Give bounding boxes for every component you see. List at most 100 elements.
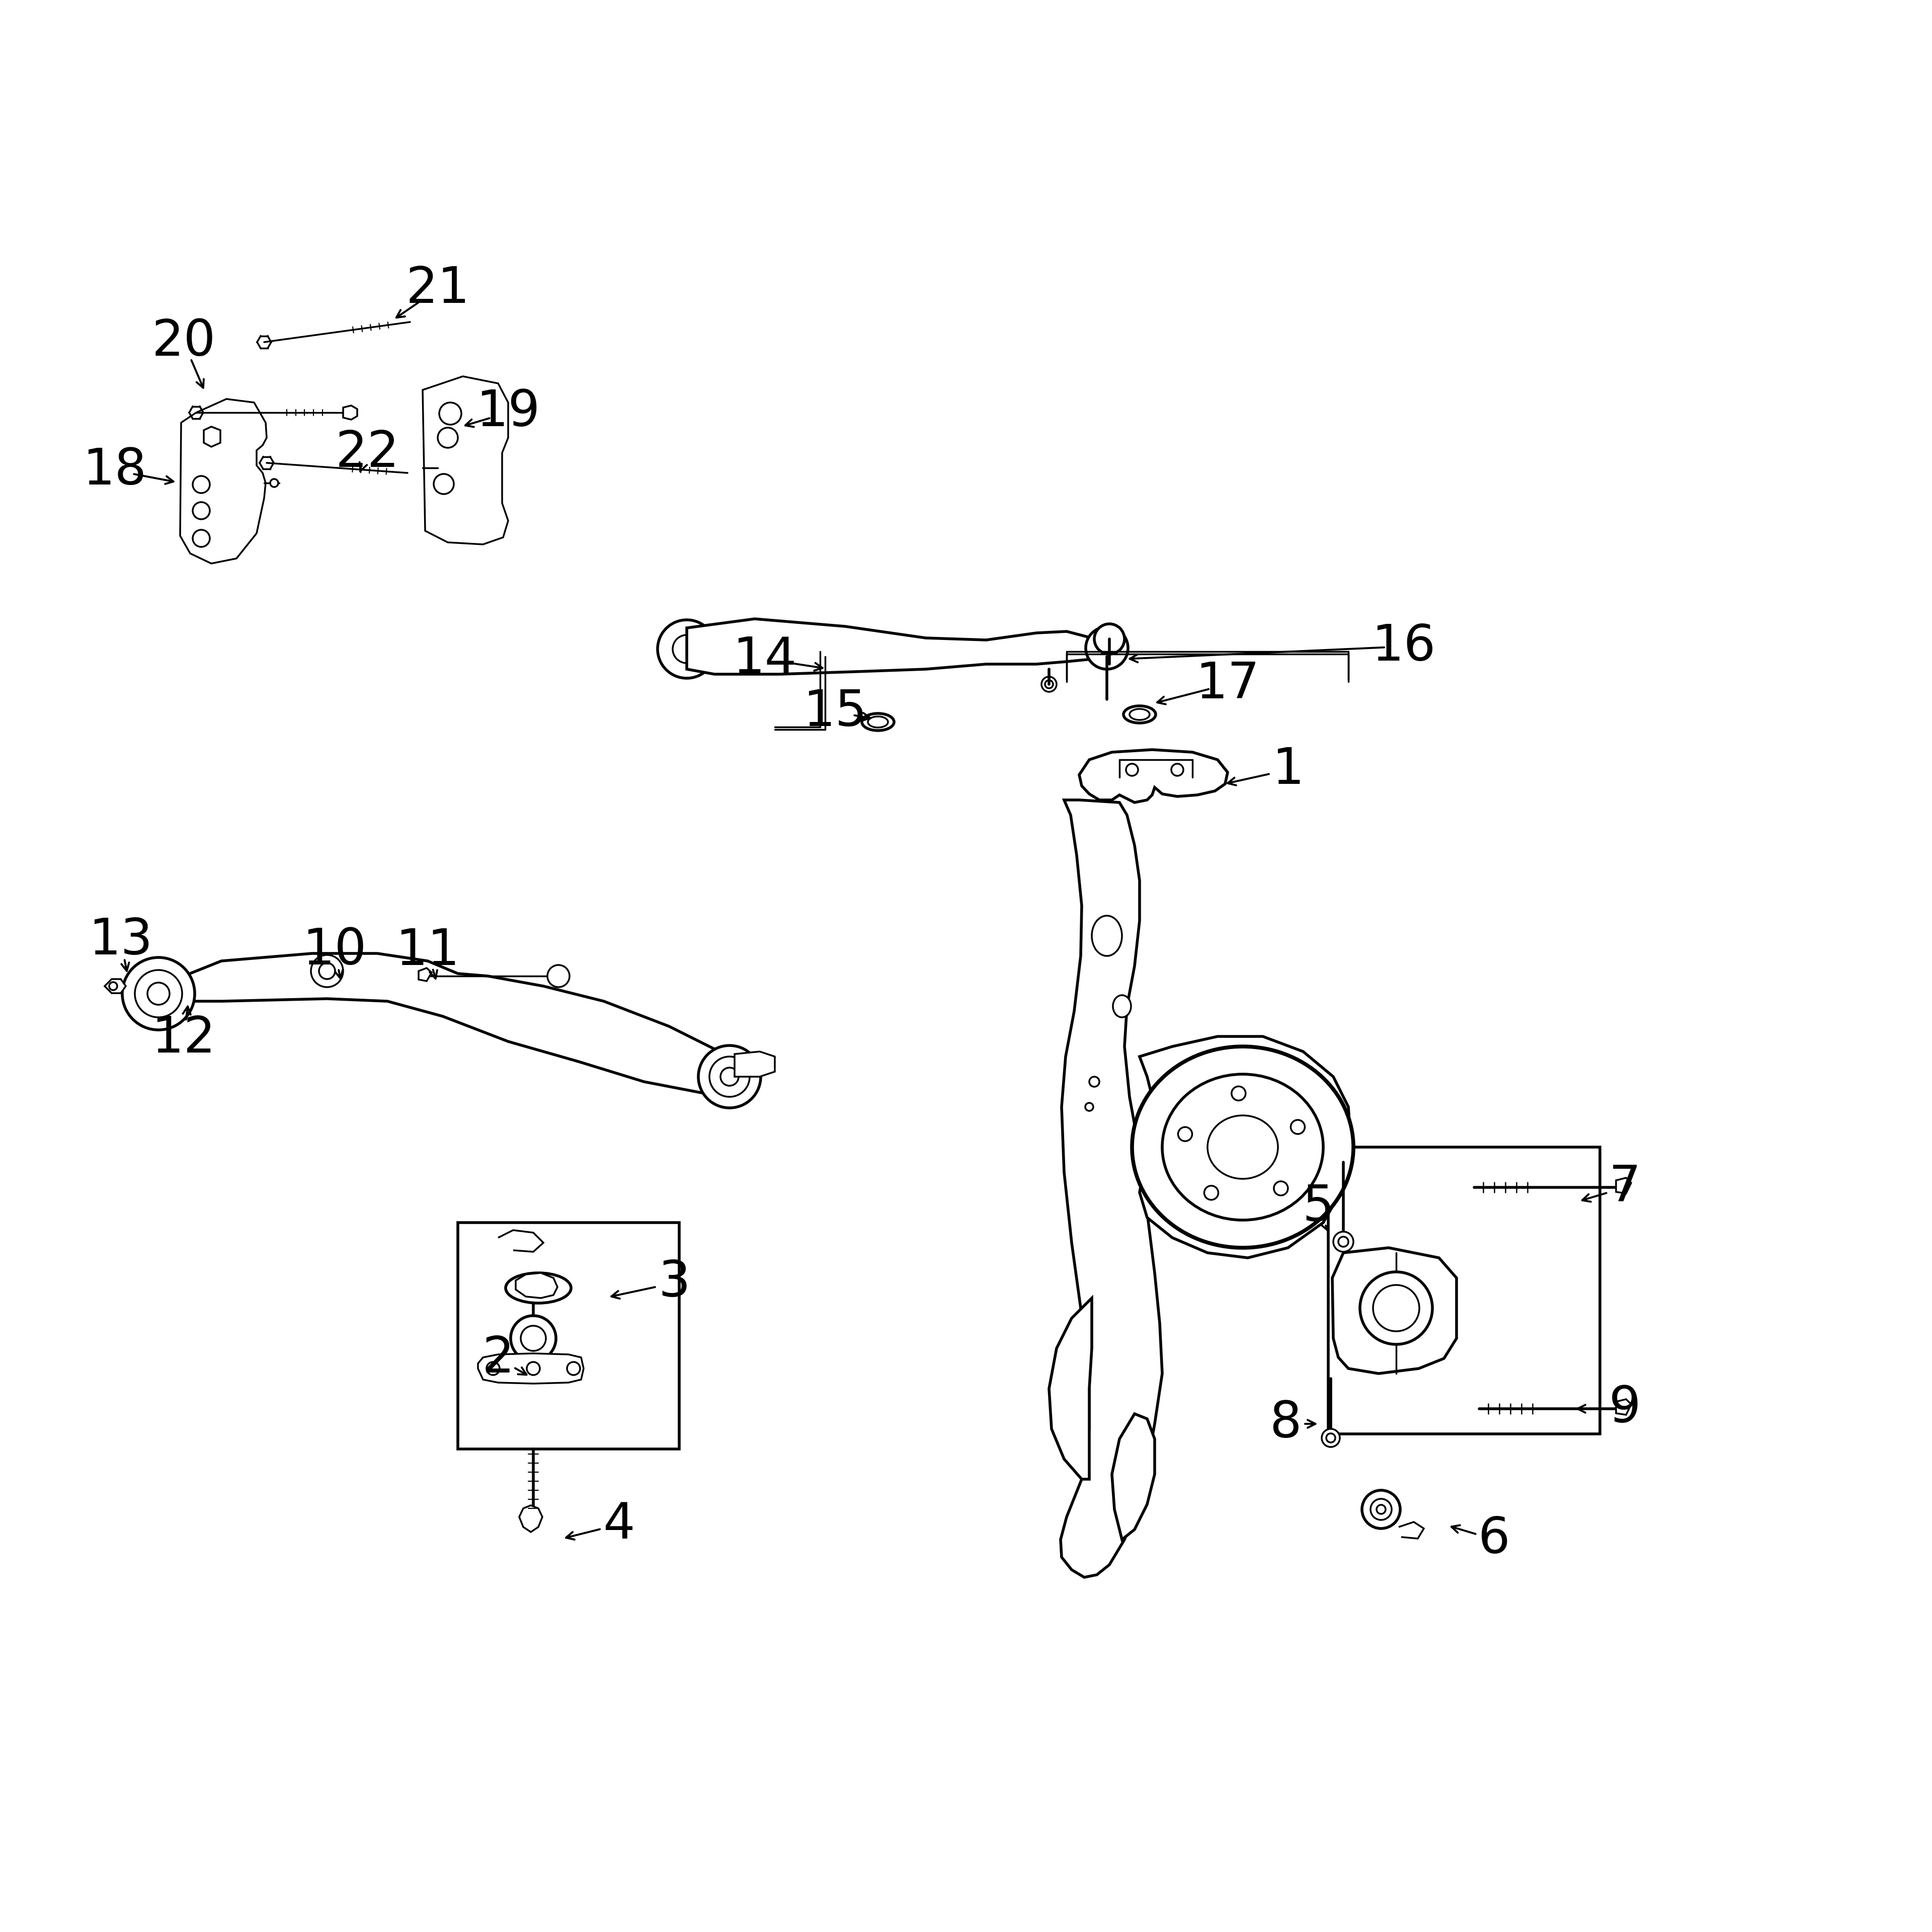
Circle shape [566,1362,580,1376]
Circle shape [1179,1126,1192,1142]
Text: 2: 2 [483,1333,514,1383]
Text: 6: 6 [1478,1515,1511,1565]
Bar [1329,1148,1600,1434]
Circle shape [193,475,211,493]
Circle shape [433,473,454,495]
Circle shape [311,954,344,987]
Text: 20: 20 [151,317,216,367]
Circle shape [1370,1499,1391,1520]
Text: 8: 8 [1269,1399,1302,1449]
Circle shape [193,529,211,547]
Circle shape [522,1325,547,1350]
Polygon shape [1333,1248,1457,1374]
Circle shape [1086,1103,1094,1111]
Text: 21: 21 [406,265,469,313]
Polygon shape [498,1231,543,1252]
Polygon shape [1113,1414,1155,1540]
Circle shape [1126,763,1138,777]
Text: 1: 1 [1271,746,1304,794]
Circle shape [1045,680,1053,688]
Circle shape [1086,626,1128,668]
Polygon shape [1061,800,1163,1577]
Text: 19: 19 [475,388,541,437]
Circle shape [1333,1233,1354,1252]
Circle shape [1362,1490,1401,1528]
Circle shape [709,1057,750,1097]
Circle shape [1374,1285,1420,1331]
Polygon shape [158,952,734,1094]
Circle shape [122,958,195,1030]
Polygon shape [1615,1179,1631,1194]
Ellipse shape [1132,1047,1354,1248]
Circle shape [1041,676,1057,692]
Circle shape [193,502,211,520]
Polygon shape [516,1273,558,1298]
Text: 9: 9 [1609,1385,1640,1434]
Circle shape [510,1316,556,1360]
Polygon shape [1399,1522,1424,1538]
Circle shape [439,402,462,425]
Polygon shape [1140,1036,1350,1258]
Polygon shape [1049,1298,1092,1480]
Circle shape [1231,1086,1246,1101]
Circle shape [1273,1180,1289,1196]
Circle shape [1339,1236,1349,1246]
Text: 4: 4 [603,1499,636,1549]
Circle shape [697,1045,761,1107]
Circle shape [1171,763,1182,777]
Bar [195,458,220,469]
Polygon shape [1615,1399,1631,1414]
Polygon shape [1080,750,1227,802]
Circle shape [527,1362,539,1376]
Ellipse shape [867,717,889,728]
Circle shape [1376,1505,1385,1515]
Circle shape [439,427,458,448]
Ellipse shape [1124,705,1155,723]
Polygon shape [477,1354,583,1383]
Circle shape [319,962,334,980]
Circle shape [1094,624,1124,655]
Circle shape [1204,1186,1219,1200]
Text: 7: 7 [1609,1163,1640,1211]
Circle shape [657,620,717,678]
Ellipse shape [1130,709,1150,721]
Text: 11: 11 [396,927,460,976]
Polygon shape [686,618,1107,674]
Text: 5: 5 [1302,1182,1335,1233]
Ellipse shape [1208,1115,1277,1179]
Polygon shape [423,377,508,545]
Text: 15: 15 [804,688,867,736]
Circle shape [1321,1430,1339,1447]
Circle shape [110,981,118,989]
Ellipse shape [1163,1074,1323,1221]
Circle shape [547,964,570,987]
Text: 22: 22 [336,429,400,477]
Circle shape [1325,1434,1335,1443]
Text: 16: 16 [1372,622,1435,670]
Circle shape [672,636,701,663]
Polygon shape [419,968,431,981]
Polygon shape [734,1051,775,1076]
Text: 3: 3 [659,1258,690,1308]
Bar [458,1223,680,1449]
Text: 14: 14 [732,636,796,684]
Ellipse shape [1113,995,1130,1018]
Circle shape [1090,1076,1099,1086]
Ellipse shape [1092,916,1122,956]
Circle shape [135,970,182,1018]
Polygon shape [104,980,126,993]
Polygon shape [520,1505,543,1532]
Circle shape [147,983,170,1005]
Ellipse shape [862,713,895,730]
Circle shape [270,479,278,487]
Ellipse shape [506,1273,572,1302]
Circle shape [1291,1121,1304,1134]
Text: 17: 17 [1196,661,1260,709]
Text: 12: 12 [151,1014,216,1063]
Circle shape [1360,1271,1432,1345]
Circle shape [487,1362,500,1376]
Text: 18: 18 [83,446,147,495]
Text: 10: 10 [303,927,367,976]
Circle shape [721,1068,738,1086]
Polygon shape [344,406,357,419]
